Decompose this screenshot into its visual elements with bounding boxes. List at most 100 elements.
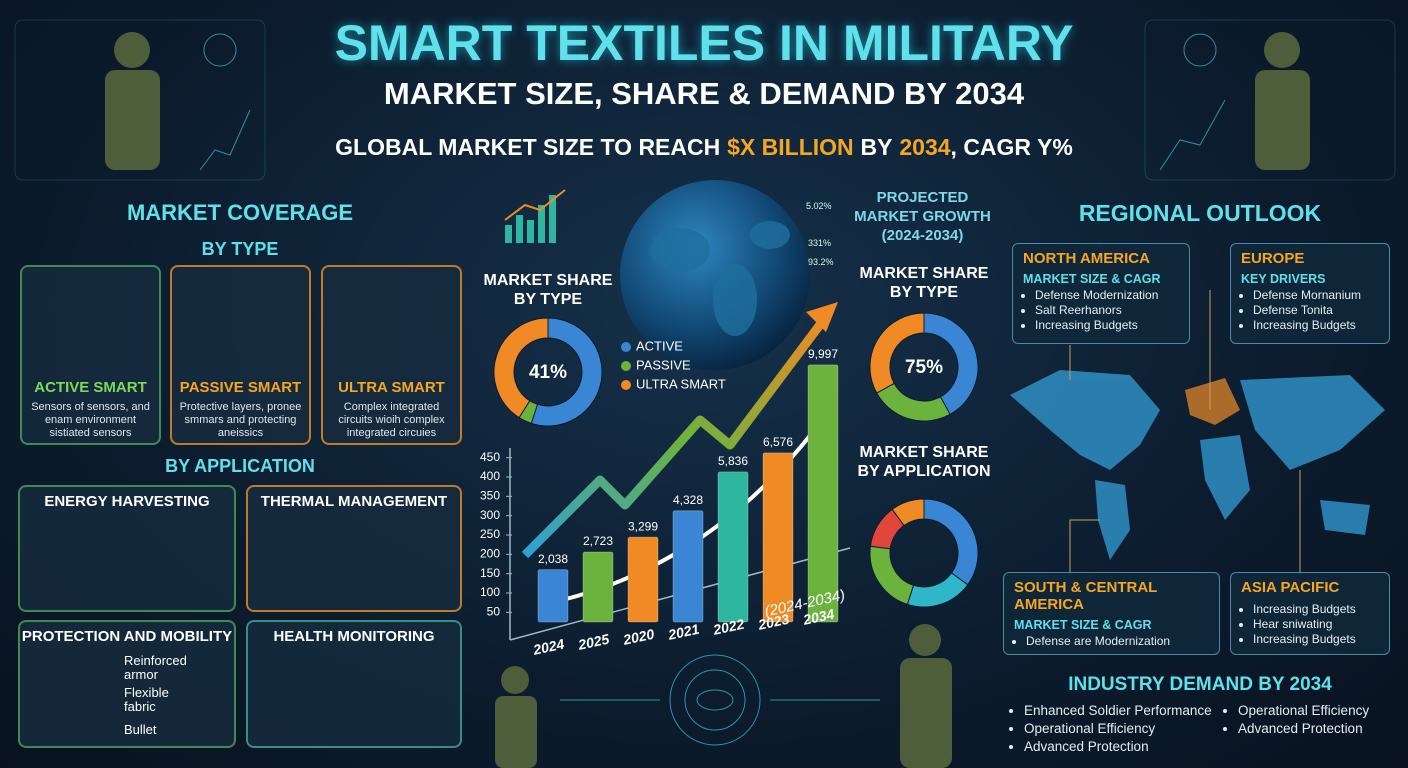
donut-center-label: 41% bbox=[529, 362, 567, 383]
y-tick-label: 400 bbox=[480, 469, 500, 483]
legend-swatch bbox=[621, 342, 631, 352]
tagline-part: , CAGR Y% bbox=[950, 134, 1073, 160]
y-tick-label: 50 bbox=[487, 605, 501, 619]
region-name: EUROPE bbox=[1241, 250, 1305, 267]
bar bbox=[717, 471, 749, 623]
growth-title-line: MARKET GROWTH bbox=[854, 208, 991, 225]
legend-swatch bbox=[621, 361, 631, 371]
bar bbox=[582, 551, 614, 623]
region-name: ASIA PACIFIC bbox=[1241, 579, 1340, 596]
rect-decor bbox=[538, 205, 545, 243]
circle-decor bbox=[203, 33, 237, 67]
demand-item: Advanced Protection bbox=[1024, 738, 1212, 756]
application-name: ENERGY HARVESTING bbox=[44, 493, 210, 510]
region-list: Defense are Modernization bbox=[1014, 634, 1209, 649]
region-item: Increasing Budgets bbox=[1253, 602, 1379, 617]
hud bbox=[560, 654, 880, 746]
globe-land bbox=[650, 221, 790, 336]
demand-item: Operational Efficiency bbox=[1024, 720, 1212, 738]
region-heading: MARKET SIZE & CAGR bbox=[1014, 618, 1152, 632]
bar-value-label: 2,723 bbox=[583, 534, 613, 548]
growth-arrowhead bbox=[806, 302, 838, 332]
circle-decor bbox=[114, 32, 150, 68]
legend-label: ULTRA SMART bbox=[636, 376, 726, 391]
title: SMART TEXTILES IN MILITARY bbox=[334, 15, 1074, 71]
donut-segment bbox=[530, 317, 603, 427]
ellipse-decor bbox=[650, 228, 710, 272]
donut-segment bbox=[923, 498, 979, 586]
subsection-title: BY APPLICATION bbox=[165, 456, 315, 476]
x-tick-label: 2024 bbox=[531, 636, 566, 658]
globe-label: 93.2% bbox=[808, 257, 834, 267]
region-item: Defense Tonita bbox=[1253, 303, 1379, 318]
region-box: EUROPE KEY DRIVERS Defense Mornanium Def… bbox=[1230, 243, 1390, 344]
donut-title: BY TYPE bbox=[514, 291, 583, 308]
bar bbox=[672, 510, 704, 623]
legend-label: PASSIVE bbox=[636, 357, 691, 372]
rect-decor bbox=[900, 658, 952, 768]
application-card: ENERGY HARVESTING bbox=[18, 485, 236, 612]
donut-title: BY APPLICATION bbox=[857, 463, 990, 480]
region-item: Increasing Budgets bbox=[1253, 632, 1379, 647]
demand-item: Advanced Protection bbox=[1238, 720, 1369, 738]
y-tick-label: 450 bbox=[480, 450, 500, 464]
x-tick-label: 2020 bbox=[621, 626, 656, 648]
globe-label: 5.02% bbox=[806, 201, 832, 211]
polyline-decor bbox=[1069, 519, 1100, 575]
demand-title: INDUSTRY DEMAND BY 2034 bbox=[1068, 674, 1332, 695]
donut-segment bbox=[869, 312, 925, 394]
rect-decor bbox=[527, 220, 534, 243]
section-title: MARKET COVERAGE bbox=[126, 200, 354, 225]
tagline: GLOBAL MARKET SIZE TO REACH $X BILLION BY 2… bbox=[0, 134, 1408, 161]
x-tick-label: 2022 bbox=[711, 616, 746, 638]
subtitle: MARKET SIZE, SHARE & DEMAND BY 2034 bbox=[383, 76, 1025, 111]
type-description: Complex integrated circuits wioih comple… bbox=[338, 401, 445, 439]
y-tick-label: 200 bbox=[480, 547, 500, 561]
growth-title-line: PROJECTED bbox=[876, 189, 969, 206]
y-tick-label: 100 bbox=[480, 585, 500, 599]
y-tick-label: 350 bbox=[480, 489, 500, 503]
region-list: Defense Modernization Salt Reerhanors In… bbox=[1023, 288, 1179, 333]
globe-label: 331% bbox=[808, 238, 832, 248]
application-card: PROTECTION AND MOBILITY Reinforced armor… bbox=[18, 620, 236, 748]
application-card: HEALTH MONITORING bbox=[246, 620, 462, 748]
tagline-part: BY bbox=[860, 134, 893, 160]
donut-title: BY TYPE bbox=[890, 284, 959, 301]
rect-decor bbox=[1255, 70, 1310, 170]
section-title: REGIONAL OUTLOOK bbox=[1078, 200, 1322, 226]
polyline-decor bbox=[199, 109, 251, 171]
bar-value-label: 4,328 bbox=[673, 493, 703, 507]
path-decor bbox=[1240, 375, 1385, 470]
bar bbox=[537, 569, 569, 623]
x-tick-label: 2034 bbox=[801, 606, 836, 628]
region-item: Defense are Modernization bbox=[1026, 634, 1209, 649]
application-label: Flexible fabric bbox=[124, 685, 169, 714]
map-connectors bbox=[1069, 290, 1301, 575]
subsection-title: BY TYPE bbox=[201, 239, 279, 259]
demand-item: Enhanced Soldier Performance bbox=[1024, 702, 1212, 720]
region-box: NORTH AMERICA MARKET SIZE & CAGR Defense… bbox=[1012, 243, 1190, 344]
circle-decor bbox=[684, 669, 746, 731]
polyline-decor bbox=[504, 189, 566, 221]
region-box: SOUTH & CENTRAL AMERICA MARKET SIZE & CA… bbox=[1003, 572, 1220, 655]
rect-decor bbox=[105, 70, 160, 170]
donut-segment bbox=[906, 572, 969, 608]
region-list: Defense Mornanium Defense Tonita Increas… bbox=[1241, 288, 1379, 333]
rect-decor bbox=[505, 225, 512, 243]
demand-list: Enhanced Soldier Performance Operational… bbox=[1012, 702, 1212, 756]
x-tick-label: 2025 bbox=[576, 631, 611, 653]
donut-center-label: 75% bbox=[905, 357, 943, 378]
circle-decor bbox=[1264, 32, 1300, 68]
legend-label: ACTIVE bbox=[636, 338, 683, 353]
rect-decor bbox=[495, 696, 537, 768]
donut-segment bbox=[493, 317, 549, 419]
bar bbox=[627, 536, 659, 623]
ellipse-decor bbox=[713, 264, 757, 336]
donut-segment bbox=[875, 382, 951, 422]
path-decor bbox=[1185, 378, 1240, 425]
region-heading: MARKET SIZE & CAGR bbox=[1023, 272, 1161, 286]
bar bbox=[807, 364, 839, 623]
bar-value-label: 3,299 bbox=[628, 519, 658, 533]
